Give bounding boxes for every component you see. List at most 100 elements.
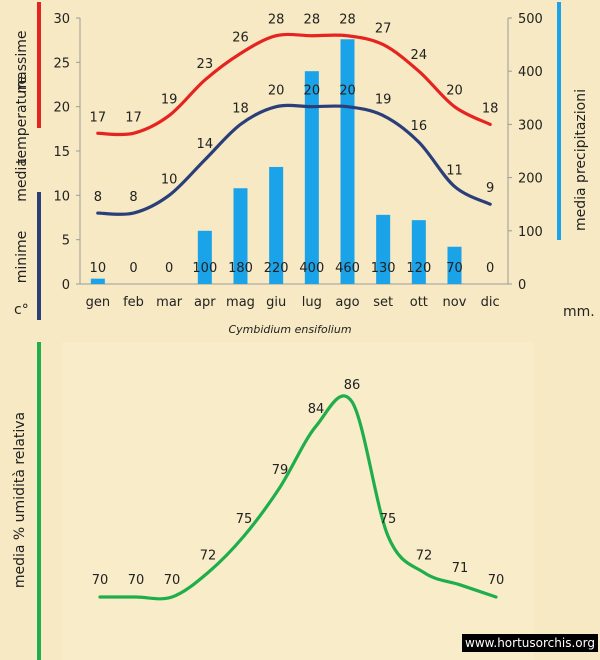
rain-value-label: 130: [371, 261, 396, 276]
rain-value-label: 0: [129, 261, 137, 276]
x-tick-label: nov: [443, 295, 467, 310]
max-temp-label: 28: [304, 13, 321, 28]
x-tick-label: mag: [226, 295, 255, 310]
max-temp-label: 19: [161, 93, 178, 108]
right-axis-unit: mm.: [563, 304, 595, 320]
rain-value-label: 100: [192, 261, 217, 276]
humidity-value-label: 72: [416, 549, 433, 564]
rain-bar: [304, 71, 319, 284]
x-tick-label: mar: [156, 295, 183, 310]
humidity-value-label: 71: [452, 561, 469, 576]
right-tick-label: 0: [518, 278, 526, 293]
left-tick-label: 10: [53, 189, 70, 204]
humidity-value-label: 70: [488, 573, 505, 588]
x-tick-label: set: [373, 295, 393, 310]
rain-bar: [197, 230, 212, 284]
rain-value-label: 0: [486, 261, 494, 276]
left-axis-unit: c°: [14, 302, 29, 318]
rain-bar: [376, 214, 391, 284]
min-color-bar: [37, 192, 41, 320]
min-temp-label: 9: [486, 181, 494, 196]
max-temp-label: 27: [375, 22, 392, 37]
min-temp-label: 16: [411, 119, 428, 134]
right-tick-label: 100: [518, 225, 543, 240]
rain-bar: [447, 246, 462, 284]
max-temp-line: [96, 32, 492, 137]
min-temp-label: 8: [129, 190, 137, 205]
x-tick-label: giu: [266, 295, 286, 310]
x-tick-label: feb: [123, 295, 144, 310]
left-axis-title-min: minime: [14, 231, 30, 284]
max-temp-label: 18: [482, 101, 499, 116]
min-temp-label: 20: [268, 84, 285, 99]
rain-bar: [90, 278, 105, 284]
rain-bar: [233, 188, 248, 284]
humidity-value-label: 70: [92, 573, 109, 588]
left-axis-title-temperature: temperature: [14, 76, 30, 164]
max-temp-label: 24: [411, 48, 428, 63]
humidity-value-label: 86: [344, 378, 361, 393]
rain-color-bar: [557, 2, 561, 240]
humidity-value-label: 70: [128, 573, 145, 588]
right-tick-label: 300: [518, 118, 543, 133]
humidity-value-label: 75: [380, 512, 397, 527]
rain-value-label: 400: [299, 261, 324, 276]
max-color-bar: [37, 2, 41, 128]
rain-value-label: 10: [90, 261, 107, 276]
x-tick-label: lug: [302, 295, 322, 310]
humidity-value-label: 75: [236, 512, 253, 527]
left-axis-title-max: massime: [14, 31, 30, 94]
max-temp-label: 28: [339, 13, 356, 28]
min-temp-label: 11: [446, 163, 463, 178]
humidity-value-label: 72: [200, 549, 217, 564]
left-tick-label: 20: [53, 101, 70, 116]
min-temp-line: [96, 103, 492, 216]
watermark: www.hortusorchis.org: [465, 636, 595, 650]
humidity-color-bar: [37, 342, 41, 660]
left-tick-label: 15: [53, 145, 70, 160]
right-tick-label: 200: [518, 172, 543, 187]
min-temp-label: 20: [339, 84, 356, 99]
chart-caption: Cymbidium ensifolium: [228, 323, 351, 336]
rain-value-label: 70: [446, 261, 463, 276]
rain-bar: [340, 39, 355, 284]
min-temp-label: 14: [197, 137, 214, 152]
left-tick-label: 5: [62, 234, 70, 249]
rain-bar: [411, 220, 426, 284]
min-temp-label: 19: [375, 93, 392, 108]
min-temp-label: 8: [94, 190, 102, 205]
rain-bar: [269, 166, 284, 284]
left-tick-label: 0: [62, 278, 70, 293]
right-tick-label: 400: [518, 65, 543, 80]
max-temp-label: 20: [446, 84, 463, 99]
min-temp-label: 20: [304, 84, 321, 99]
x-tick-label: ott: [410, 295, 428, 310]
humidity-axis-title: media % umidità relativa: [12, 412, 28, 588]
max-temp-label: 28: [268, 13, 285, 28]
watermark-bg: [462, 634, 598, 652]
rain-value-label: 180: [228, 261, 253, 276]
humidity-series: 70 70 70 72 75 79 84 86 75 72 71 70: [92, 378, 505, 601]
left-tick-label: 30: [53, 12, 70, 27]
rain-value-label: 460: [335, 261, 360, 276]
max-temp-label: 17: [90, 110, 107, 125]
min-temp-label: 10: [161, 172, 178, 187]
left-axis-title-media: media: [14, 158, 30, 202]
data-labels: 10 0 0 100 180 220 400 460 130 120 70 017 1719232628…: [90, 13, 499, 276]
humidity-value-label: 79: [272, 463, 289, 478]
x-tick-label: dic: [481, 295, 500, 310]
humidity-panel: [62, 342, 534, 660]
right-axis-title: media precipitazioni: [573, 89, 589, 231]
left-tick-label: 25: [53, 56, 70, 71]
min-temp-label: 18: [232, 101, 249, 116]
temperature-lines: [96, 32, 492, 216]
humidity-value-label: 70: [164, 573, 181, 588]
x-tick-label: gen: [86, 295, 111, 310]
right-tick-label: 500: [518, 12, 543, 27]
x-tick-label: ago: [335, 295, 359, 310]
rain-value-label: 120: [406, 261, 431, 276]
rain-value-label: 220: [264, 261, 289, 276]
